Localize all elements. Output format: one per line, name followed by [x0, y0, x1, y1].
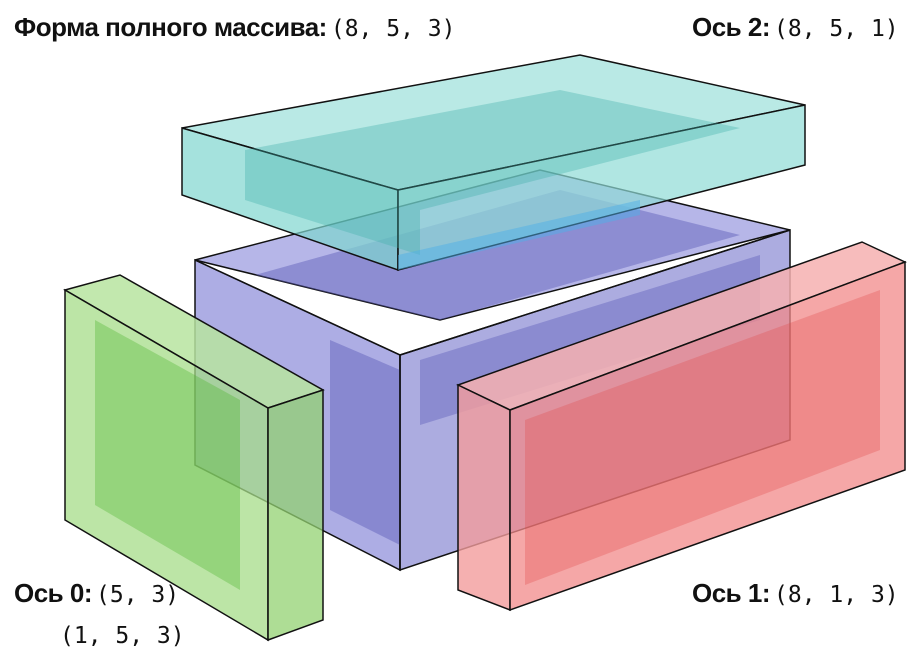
axis1-label: Ось 1: (8, 1, 3): [692, 580, 899, 607]
axis2-slice-box: [181, 54, 806, 272]
axis1-value: (8, 1, 3): [774, 582, 899, 608]
axis1-side-face: [509, 260, 906, 612]
axis0-value-alt: (1, 5, 3): [60, 623, 185, 649]
axis1-inner-band: [525, 290, 880, 585]
full-array-inner-band-front: [330, 340, 400, 545]
full-shape-title: Форма полного массива:: [14, 12, 327, 42]
axis0-inner-band: [95, 320, 240, 590]
axis2-label: Ось 2: (8, 5, 1): [692, 14, 899, 41]
full-shape-label: Форма полного массива: (8, 5, 3): [14, 14, 455, 41]
full-array-edge: [399, 229, 791, 356]
full-array-inner-band-top: [255, 190, 740, 320]
axis0-slice-box: [63, 274, 325, 642]
axis2-bottom-glow: [398, 200, 640, 270]
axis2-value: (8, 5, 1): [774, 16, 899, 42]
axis1-slice-box: [456, 241, 907, 612]
axis2-side-face: [397, 104, 806, 271]
full-shape-value: (8, 5, 3): [330, 16, 456, 42]
axis2-inner-band: [245, 90, 740, 255]
axis1-front-face: [457, 383, 511, 612]
axis0-value: (5, 3): [96, 582, 180, 608]
axis0-label: Ось 0: (5, 3): [14, 580, 179, 607]
axis0-title: Ось 0:: [14, 578, 93, 608]
full-array-edge: [194, 259, 401, 356]
axis0-label-alt: (1, 5, 3): [60, 625, 185, 648]
axis2-title: Ось 2:: [692, 12, 771, 42]
axis1-title: Ось 1:: [692, 578, 771, 608]
axis0-right-face: [267, 388, 324, 642]
